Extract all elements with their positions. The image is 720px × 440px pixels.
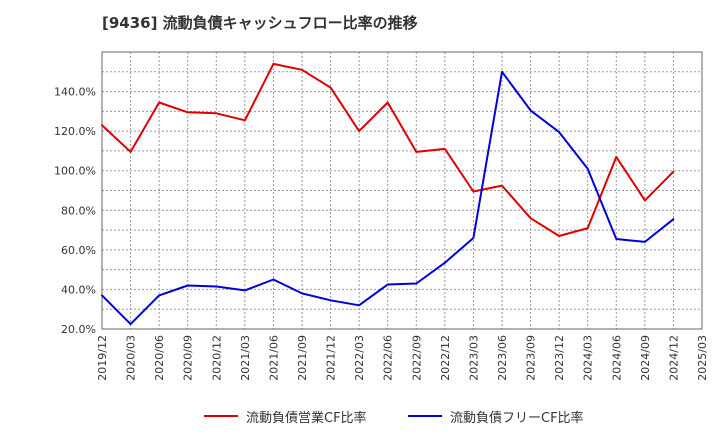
y-tick-label: 100.0%	[54, 165, 96, 178]
x-tick-label: 2021/03	[239, 335, 252, 381]
series-line-1	[101, 62, 675, 237]
x-tick-label: 2023/12	[553, 335, 566, 381]
x-tick-label: 2020/09	[182, 335, 195, 381]
x-tick-label: 2025/03	[696, 335, 709, 381]
legend-swatch-series-2	[408, 415, 442, 417]
x-tick-label: 2020/03	[125, 335, 138, 381]
x-tick-label: 2024/12	[667, 335, 680, 381]
x-tick-label: 2022/03	[353, 335, 366, 381]
x-tick-label: 2024/03	[582, 335, 595, 381]
x-tick-label: 2024/09	[639, 335, 652, 381]
series-line-2	[101, 70, 675, 326]
legend-item-series-2: 流動負債フリーCF比率	[408, 404, 584, 428]
y-tick-label: 120.0%	[54, 125, 96, 138]
legend: 流動負債営業CF比率 流動負債フリーCF比率	[0, 404, 720, 428]
plot-frame	[101, 51, 703, 330]
x-tick-label: 2020/12	[210, 335, 223, 381]
x-tick-label: 2021/06	[267, 335, 280, 381]
chart-title: [9436] 流動負債キャッシュフロー比率の推移	[102, 14, 418, 32]
x-tick-label: 2019/12	[96, 335, 109, 381]
x-tick-label: 2024/06	[610, 335, 623, 381]
x-tick-label: 2020/06	[153, 335, 166, 381]
x-tick-label: 2022/09	[410, 335, 423, 381]
y-tick-label: 20.0%	[61, 323, 96, 336]
x-tick-label: 2021/09	[296, 335, 309, 381]
legend-item-series-1: 流動負債営業CF比率	[204, 404, 367, 428]
y-tick-label: 80.0%	[61, 204, 96, 217]
x-tick-label: 2023/09	[525, 335, 538, 381]
y-tick-label: 40.0%	[61, 283, 96, 296]
legend-label-series-2: 流動負債フリーCF比率	[450, 410, 584, 426]
legend-label-series-1: 流動負債営業CF比率	[246, 410, 367, 426]
legend-swatch-series-1	[204, 415, 238, 417]
y-tick-label: 60.0%	[61, 244, 96, 257]
x-tick-label: 2022/06	[382, 335, 395, 381]
x-tick-label: 2023/06	[496, 335, 509, 381]
y-tick-label: 140.0%	[54, 86, 96, 99]
x-tick-label: 2023/03	[467, 335, 480, 381]
x-tick-label: 2021/12	[325, 335, 338, 381]
x-tick-label: 2022/12	[439, 335, 452, 381]
